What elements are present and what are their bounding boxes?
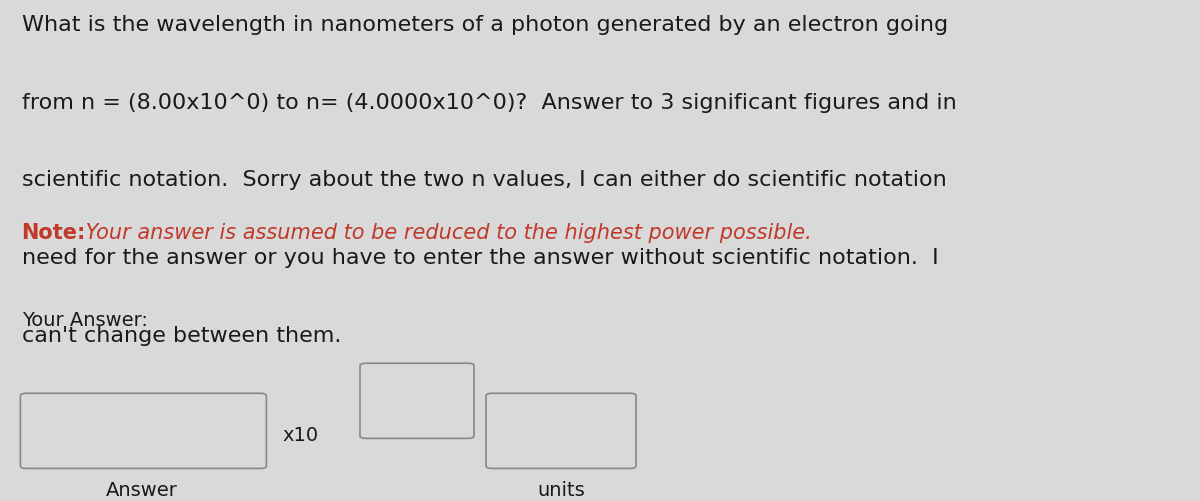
Text: What is the wavelength in nanometers of a photon generated by an electron going: What is the wavelength in nanometers of … bbox=[22, 15, 948, 35]
Text: Answer: Answer bbox=[106, 481, 178, 500]
Text: from n = (8.00x10^0) to n= (4.0000x10^0)?  Answer to 3 significant figures and i: from n = (8.00x10^0) to n= (4.0000x10^0)… bbox=[22, 93, 956, 113]
Text: can't change between them.: can't change between them. bbox=[22, 326, 341, 346]
Text: x10: x10 bbox=[282, 426, 318, 445]
Text: Your Answer:: Your Answer: bbox=[22, 311, 148, 330]
FancyBboxPatch shape bbox=[486, 393, 636, 468]
FancyBboxPatch shape bbox=[20, 393, 266, 468]
Text: Note:: Note: bbox=[22, 223, 86, 243]
Text: Your answer is assumed to be reduced to the highest power possible.: Your answer is assumed to be reduced to … bbox=[79, 223, 812, 243]
FancyBboxPatch shape bbox=[360, 363, 474, 438]
Text: need for the answer or you have to enter the answer without scientific notation.: need for the answer or you have to enter… bbox=[22, 248, 938, 268]
Text: units: units bbox=[538, 481, 586, 500]
Text: scientific notation.  Sorry about the two n values, I can either do scientific n: scientific notation. Sorry about the two… bbox=[22, 170, 947, 190]
